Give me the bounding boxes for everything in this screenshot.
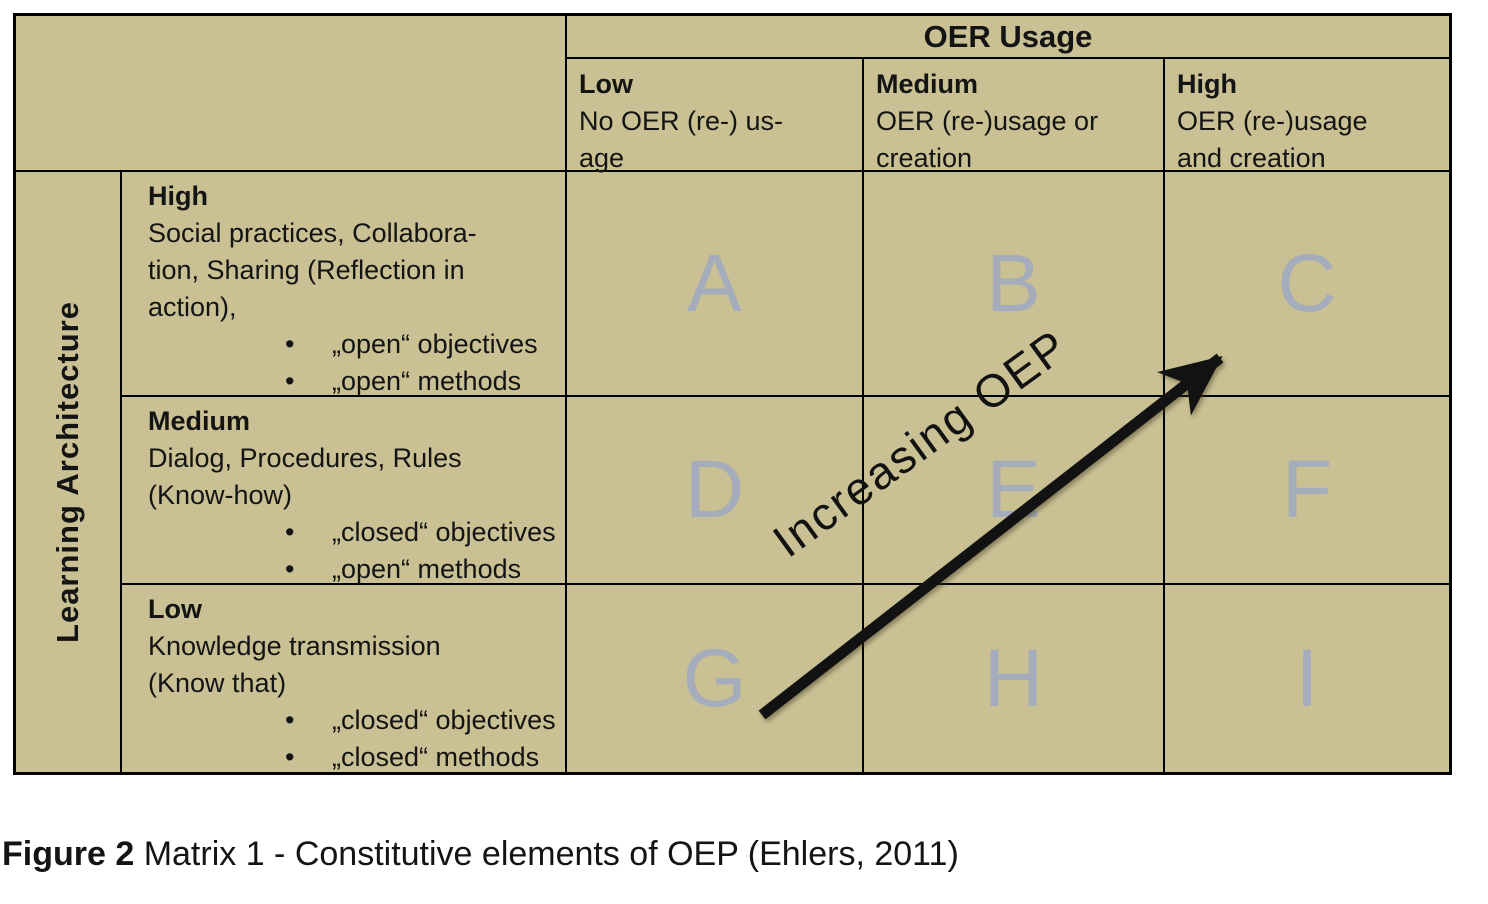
bullet-text: „open“ methods <box>332 554 522 584</box>
row-header-medium-label: Medium <box>148 406 251 436</box>
bullet-item: • „open“ objectives <box>148 326 559 363</box>
row-header-medium-line2: (Know-how) <box>148 480 293 510</box>
bullet-icon: • <box>285 554 295 584</box>
col-header-high: High OER (re-)usage and creation <box>1165 59 1449 173</box>
matrix-cell-D: D <box>567 397 864 585</box>
bullet-text: „open“ objectives <box>332 329 538 359</box>
cell-letter: C <box>1277 237 1337 329</box>
bullet-item: • „closed“ objectives <box>148 702 559 739</box>
col-header-medium-label: Medium <box>876 69 979 99</box>
row-header-low-line1: Knowledge transmission <box>148 631 441 661</box>
bullet-text: „open“ methods <box>332 366 522 396</box>
col-header-high-line2: and creation <box>1177 143 1326 173</box>
figure-caption: Figure 2 Matrix 1 - Constitutive element… <box>2 834 959 874</box>
cell-letter: E <box>986 444 1041 535</box>
bullet-icon: • <box>285 329 295 359</box>
bullet-item: • „open“ methods <box>148 363 559 400</box>
cell-letter: I <box>1295 632 1319 724</box>
column-group-title: OER Usage <box>567 16 1449 59</box>
row-header-high-line2: tion, Sharing (Reflection in <box>148 255 465 285</box>
matrix-cell-A: A <box>567 172 864 397</box>
row-header-high: High Social practices, Collabora- tion, … <box>122 172 567 397</box>
bullet-text: „closed“ objectives <box>332 517 556 547</box>
col-header-medium-line2: creation <box>876 143 973 173</box>
matrix-cell-E: E <box>864 397 1165 585</box>
bullet-text: „closed“ methods <box>332 742 540 772</box>
row-header-low-line2: (Know that) <box>148 668 287 698</box>
matrix-cell-G: G <box>567 585 864 772</box>
cell-letter: G <box>682 632 747 724</box>
bullet-item: • „open“ methods <box>148 551 559 588</box>
cell-letter: H <box>983 632 1044 724</box>
col-header-high-label: High <box>1177 69 1237 99</box>
bullet-icon: • <box>285 517 295 547</box>
cell-letter: F <box>1281 444 1333 535</box>
bullet-text: „closed“ objectives <box>332 705 556 735</box>
figure-caption-number: Figure 2 <box>2 835 135 873</box>
row-header-high-line3: action), <box>148 292 237 322</box>
row-header-low-bullets: • „closed“ objectives • „closed“ methods <box>148 702 559 776</box>
figure-caption-text: Matrix 1 - Constitutive elements of OEP … <box>134 835 959 873</box>
col-header-medium-line1: OER (re-)usage or <box>876 106 1099 136</box>
col-header-low-label: Low <box>579 69 633 99</box>
col-header-high-line1: OER (re-)usage <box>1177 106 1368 136</box>
matrix-cell-I: I <box>1165 585 1449 772</box>
bullet-icon: • <box>285 366 295 396</box>
cell-letter: A <box>687 237 742 329</box>
row-header-high-line1: Social practices, Collabora- <box>148 218 477 248</box>
bullet-item: • „closed“ methods <box>148 739 559 776</box>
matrix-cell-H: H <box>864 585 1165 772</box>
row-header-low: Low Knowledge transmission (Know that) •… <box>122 585 567 772</box>
row-header-medium-line1: Dialog, Procedures, Rules <box>148 443 462 473</box>
col-header-low-line1: No OER (re-) us- <box>579 106 784 136</box>
matrix-cell-F: F <box>1165 397 1449 585</box>
bullet-icon: • <box>285 705 295 735</box>
matrix-cell-B: B <box>864 172 1165 397</box>
learning-architecture-label: Learning Architecture <box>50 301 85 643</box>
oep-matrix-table: OER Usage Low No OER (re-) us- age Mediu… <box>13 13 1452 775</box>
oer-usage-label: OER Usage <box>923 18 1093 54</box>
row-group-title: Learning Architecture <box>16 172 122 772</box>
corner-empty-cell <box>16 16 567 172</box>
cell-letter: B <box>986 237 1041 329</box>
row-header-medium: Medium Dialog, Procedures, Rules (Know-h… <box>122 397 567 585</box>
cell-letter: D <box>684 444 745 535</box>
col-header-medium: Medium OER (re-)usage or creation <box>864 59 1165 173</box>
row-header-medium-bullets: • „closed“ objectives • „open“ methods <box>148 514 559 588</box>
row-header-high-bullets: • „open“ objectives • „open“ methods <box>148 326 559 400</box>
bullet-item: • „closed“ objectives <box>148 514 559 551</box>
col-header-low-line2: age <box>579 143 625 173</box>
matrix-cell-C: C <box>1165 172 1449 397</box>
row-header-low-label: Low <box>148 594 202 624</box>
row-header-high-label: High <box>148 181 208 211</box>
col-header-low: Low No OER (re-) us- age <box>567 59 864 173</box>
bullet-icon: • <box>285 742 295 772</box>
